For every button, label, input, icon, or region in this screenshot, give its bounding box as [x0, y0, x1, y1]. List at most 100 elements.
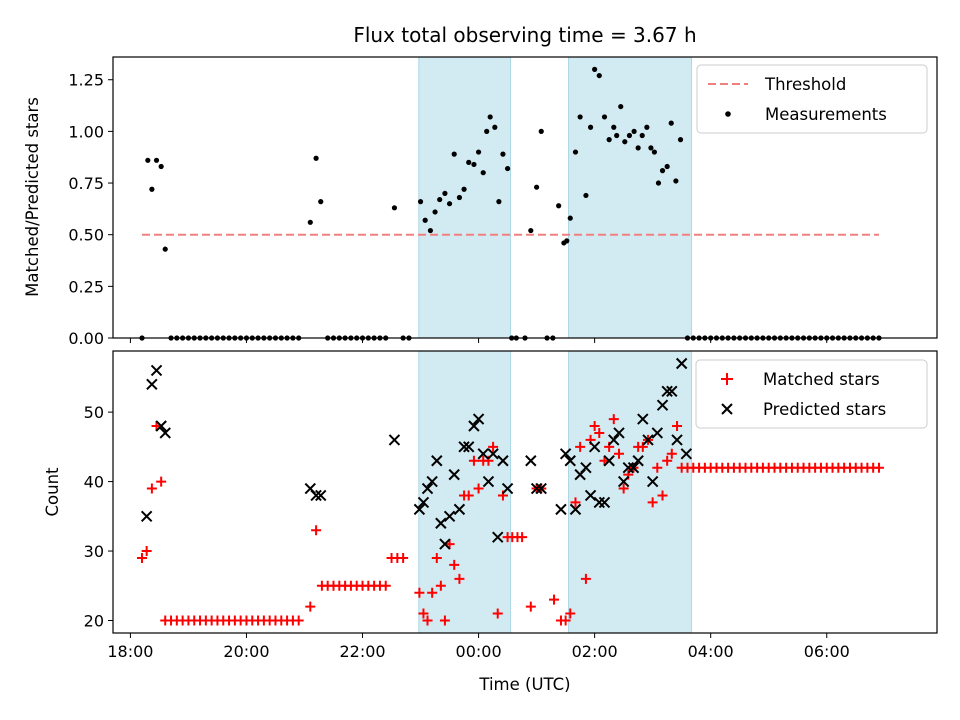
measurement-point-84	[601, 114, 608, 120]
predicted-point-49	[637, 413, 649, 425]
predicted-point-38	[584, 489, 597, 502]
predicted-point-32	[555, 503, 567, 516]
matched-point-57	[463, 490, 474, 501]
top-axes: 0.00 0.25 0.50 0.75 1.00 1.25 Matched/Predict…	[23, 56, 938, 348]
top-ytick-label-0: 0.00	[68, 329, 104, 348]
measurement-point-100	[668, 120, 674, 126]
top-ylabel: Matched/Predicted stars	[23, 97, 42, 297]
matched-point-85	[614, 448, 625, 459]
matched-point-55	[454, 573, 465, 584]
predicted-point-14	[435, 517, 447, 529]
measurement-point-62	[492, 124, 498, 130]
predicted-point-7	[315, 489, 327, 502]
matched-point-47	[418, 608, 429, 619]
matched-point-77	[575, 441, 586, 452]
bottom-xtick-label-4: 02:00	[572, 642, 618, 661]
measurement-point-29	[307, 219, 313, 225]
measurement-point-49	[432, 209, 438, 215]
predicted-point-52	[651, 427, 664, 439]
matched-point-94	[657, 490, 668, 501]
matched-point-48	[422, 615, 433, 626]
legend-measurements-swatch	[725, 111, 731, 117]
bottom-ytick-label-2: 40	[84, 473, 104, 492]
bottom-xtick-label-5: 04:00	[688, 642, 734, 661]
predicted-point-3	[155, 420, 167, 432]
predicted-point-19	[458, 441, 470, 453]
matched-point-49	[427, 587, 438, 598]
predicted-point-17	[448, 468, 460, 481]
matched-point-78	[580, 573, 591, 584]
measurement-point-98	[659, 168, 666, 174]
legend-matched-label: Matched stars	[763, 370, 880, 389]
measurement-point-96	[651, 149, 658, 155]
bottom-ytick-label-1: 30	[84, 542, 104, 561]
matched-point-4	[156, 476, 167, 487]
measurement-point-97	[655, 180, 662, 186]
predicted-point-9	[413, 503, 426, 516]
matched-point-81	[594, 427, 605, 438]
measurement-point-61	[487, 114, 493, 120]
predicted-point-34	[564, 455, 576, 467]
matched-point-62	[488, 441, 499, 452]
predicted-point-20	[463, 441, 475, 453]
measurement-point-64	[500, 151, 506, 157]
matched-point-63	[492, 608, 503, 619]
bottom-count-points	[137, 357, 884, 626]
measurement-point-69	[528, 227, 534, 234]
predicted-point-51	[646, 475, 659, 488]
measurement-point-56	[466, 159, 472, 165]
bottom-axes-frame	[112, 350, 938, 634]
measurement-point-83	[596, 72, 602, 79]
measurement-point-70	[534, 184, 540, 190]
bottom-xtick-label-2: 22:00	[339, 642, 385, 661]
measurement-point-99	[664, 163, 670, 170]
measurement-point-78	[572, 149, 579, 155]
predicted-point-24	[482, 475, 495, 488]
matched-point-54	[449, 559, 460, 570]
predicted-point-54	[661, 385, 673, 397]
measurement-point-50	[437, 196, 443, 203]
measurement-point-91	[631, 128, 637, 134]
measurement-point-95	[648, 145, 654, 151]
matched-point-52	[439, 615, 450, 626]
predicted-point-15	[439, 538, 451, 550]
measurement-point-65	[504, 165, 511, 172]
matched-point-45	[398, 552, 409, 563]
measurement-point-85	[606, 137, 612, 143]
top-ytick-label-1: 0.25	[68, 277, 104, 296]
predicted-point-43	[608, 434, 620, 446]
bottom-ytick-label-0: 20	[84, 611, 104, 630]
measurement-point-102	[677, 137, 684, 143]
measurement-point-3	[153, 157, 160, 163]
top-shaded-span-0	[418, 56, 511, 339]
top-ytick-label-2: 0.50	[68, 226, 104, 245]
predicted-point-30	[530, 482, 543, 495]
matched-point-84	[608, 414, 619, 425]
matched-point-75	[565, 608, 576, 619]
measurement-point-52	[446, 201, 453, 207]
bottom-legend: Matched stars Predicted stars	[695, 359, 928, 429]
matched-point-30	[311, 525, 322, 536]
legend-predicted-label: Predicted stars	[763, 400, 886, 419]
bottom-xtick-label-1: 20:00	[223, 642, 269, 661]
legend-matched-swatch	[721, 373, 733, 385]
predicted-point-53	[656, 399, 669, 411]
measurement-point-54	[456, 194, 463, 201]
measurement-point-4	[158, 163, 164, 170]
top-ytick-label-5: 1.25	[68, 71, 104, 90]
bottom-shaded-span-1	[568, 350, 693, 634]
matched-point-58	[468, 455, 479, 466]
measurement-point-63	[496, 199, 502, 205]
top-ytick-label-3: 0.75	[68, 174, 104, 193]
measurement-point-77	[567, 215, 573, 221]
matched-point-92	[647, 497, 658, 508]
measurement-point-53	[451, 151, 457, 157]
measurement-point-51	[442, 190, 448, 196]
bottom-xtick-label-0: 18:00	[107, 642, 153, 661]
measurement-point-47	[422, 217, 428, 223]
predicted-point-12	[426, 475, 438, 488]
bottom-xlabel: Time (UTC)	[478, 675, 570, 694]
matched-point-51	[435, 580, 446, 591]
predicted-point-55	[666, 385, 678, 397]
